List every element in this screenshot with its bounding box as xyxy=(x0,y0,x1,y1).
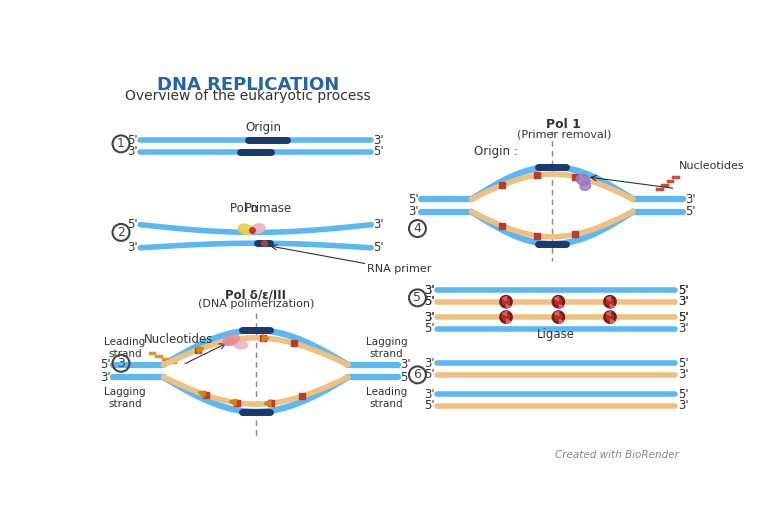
Text: 1: 1 xyxy=(117,138,125,150)
Text: RNA primer: RNA primer xyxy=(367,264,432,274)
Text: 5': 5' xyxy=(677,311,688,323)
Text: 3': 3' xyxy=(409,205,419,218)
Text: 5': 5' xyxy=(373,145,384,158)
Text: 3': 3' xyxy=(677,295,688,308)
Circle shape xyxy=(552,311,564,323)
Text: 3': 3' xyxy=(373,218,384,231)
Text: Primase: Primase xyxy=(245,203,293,215)
Circle shape xyxy=(500,311,512,323)
Text: 5': 5' xyxy=(127,218,138,231)
Text: 5': 5' xyxy=(424,295,435,308)
Text: 3': 3' xyxy=(677,322,688,335)
Circle shape xyxy=(604,311,616,323)
Text: 3': 3' xyxy=(373,133,384,146)
Text: DNA REPLICATION: DNA REPLICATION xyxy=(157,76,339,94)
Text: Ligase: Ligase xyxy=(537,328,575,341)
Text: 5': 5' xyxy=(685,205,696,218)
Text: 3': 3' xyxy=(677,399,688,412)
Circle shape xyxy=(502,313,509,321)
Text: 5': 5' xyxy=(424,295,435,308)
Text: 3': 3' xyxy=(685,193,696,206)
Text: Lagging
strand: Lagging strand xyxy=(366,337,408,359)
Text: 3: 3 xyxy=(117,357,125,370)
Text: 5': 5' xyxy=(401,371,411,384)
Text: 5': 5' xyxy=(409,193,419,206)
Text: 3': 3' xyxy=(424,357,435,370)
Ellipse shape xyxy=(580,182,591,191)
Circle shape xyxy=(555,313,562,321)
Text: 3': 3' xyxy=(677,369,688,381)
Text: 5': 5' xyxy=(677,284,688,297)
Text: Nucleotides: Nucleotides xyxy=(679,161,745,171)
Ellipse shape xyxy=(576,174,590,185)
Ellipse shape xyxy=(238,224,253,235)
Text: 4: 4 xyxy=(413,222,422,235)
Text: Leading
strand: Leading strand xyxy=(366,387,407,409)
Text: 5': 5' xyxy=(101,359,111,371)
Text: 5': 5' xyxy=(677,357,688,370)
Ellipse shape xyxy=(233,340,247,349)
Ellipse shape xyxy=(251,224,265,233)
Text: Lagging
strand: Lagging strand xyxy=(104,387,146,409)
Text: Leading
strand: Leading strand xyxy=(104,337,145,359)
Text: Pol α: Pol α xyxy=(230,203,259,215)
Text: 3': 3' xyxy=(127,242,138,254)
Text: 3': 3' xyxy=(677,295,688,308)
Text: 3': 3' xyxy=(424,311,435,323)
Text: 6: 6 xyxy=(413,369,422,381)
Circle shape xyxy=(555,298,562,305)
Text: Pol δ/ε/III: Pol δ/ε/III xyxy=(225,289,286,302)
Text: Origin: Origin xyxy=(246,121,281,134)
Text: Nucleotides: Nucleotides xyxy=(144,333,214,346)
Text: 5': 5' xyxy=(127,133,138,146)
Text: 5': 5' xyxy=(677,284,688,297)
Circle shape xyxy=(502,298,509,305)
Text: 2: 2 xyxy=(117,226,125,239)
Text: 3': 3' xyxy=(127,145,138,158)
Circle shape xyxy=(604,296,616,308)
Text: 5': 5' xyxy=(424,322,435,335)
Circle shape xyxy=(607,298,614,305)
Circle shape xyxy=(552,296,564,308)
Text: 5: 5 xyxy=(413,291,422,304)
Text: Pol 1: Pol 1 xyxy=(546,118,581,131)
Text: Created with BioRender: Created with BioRender xyxy=(555,449,679,459)
Circle shape xyxy=(607,313,614,321)
Text: (Primer removal): (Primer removal) xyxy=(517,129,611,139)
Text: Origin :: Origin : xyxy=(474,145,518,158)
Text: 3': 3' xyxy=(401,359,411,371)
Text: 5': 5' xyxy=(677,387,688,401)
Text: 5': 5' xyxy=(424,399,435,412)
Text: 3': 3' xyxy=(424,284,435,297)
Text: 3': 3' xyxy=(424,284,435,297)
Text: (DNA polimerization): (DNA polimerization) xyxy=(197,299,314,309)
Text: 3': 3' xyxy=(424,387,435,401)
Text: 3': 3' xyxy=(424,311,435,323)
Text: 5': 5' xyxy=(424,369,435,381)
Ellipse shape xyxy=(223,334,240,345)
Text: 3': 3' xyxy=(101,371,111,384)
Text: 5': 5' xyxy=(373,242,384,254)
Text: 5': 5' xyxy=(677,311,688,323)
Circle shape xyxy=(500,296,512,308)
Text: Overview of the eukaryotic process: Overview of the eukaryotic process xyxy=(125,89,371,103)
